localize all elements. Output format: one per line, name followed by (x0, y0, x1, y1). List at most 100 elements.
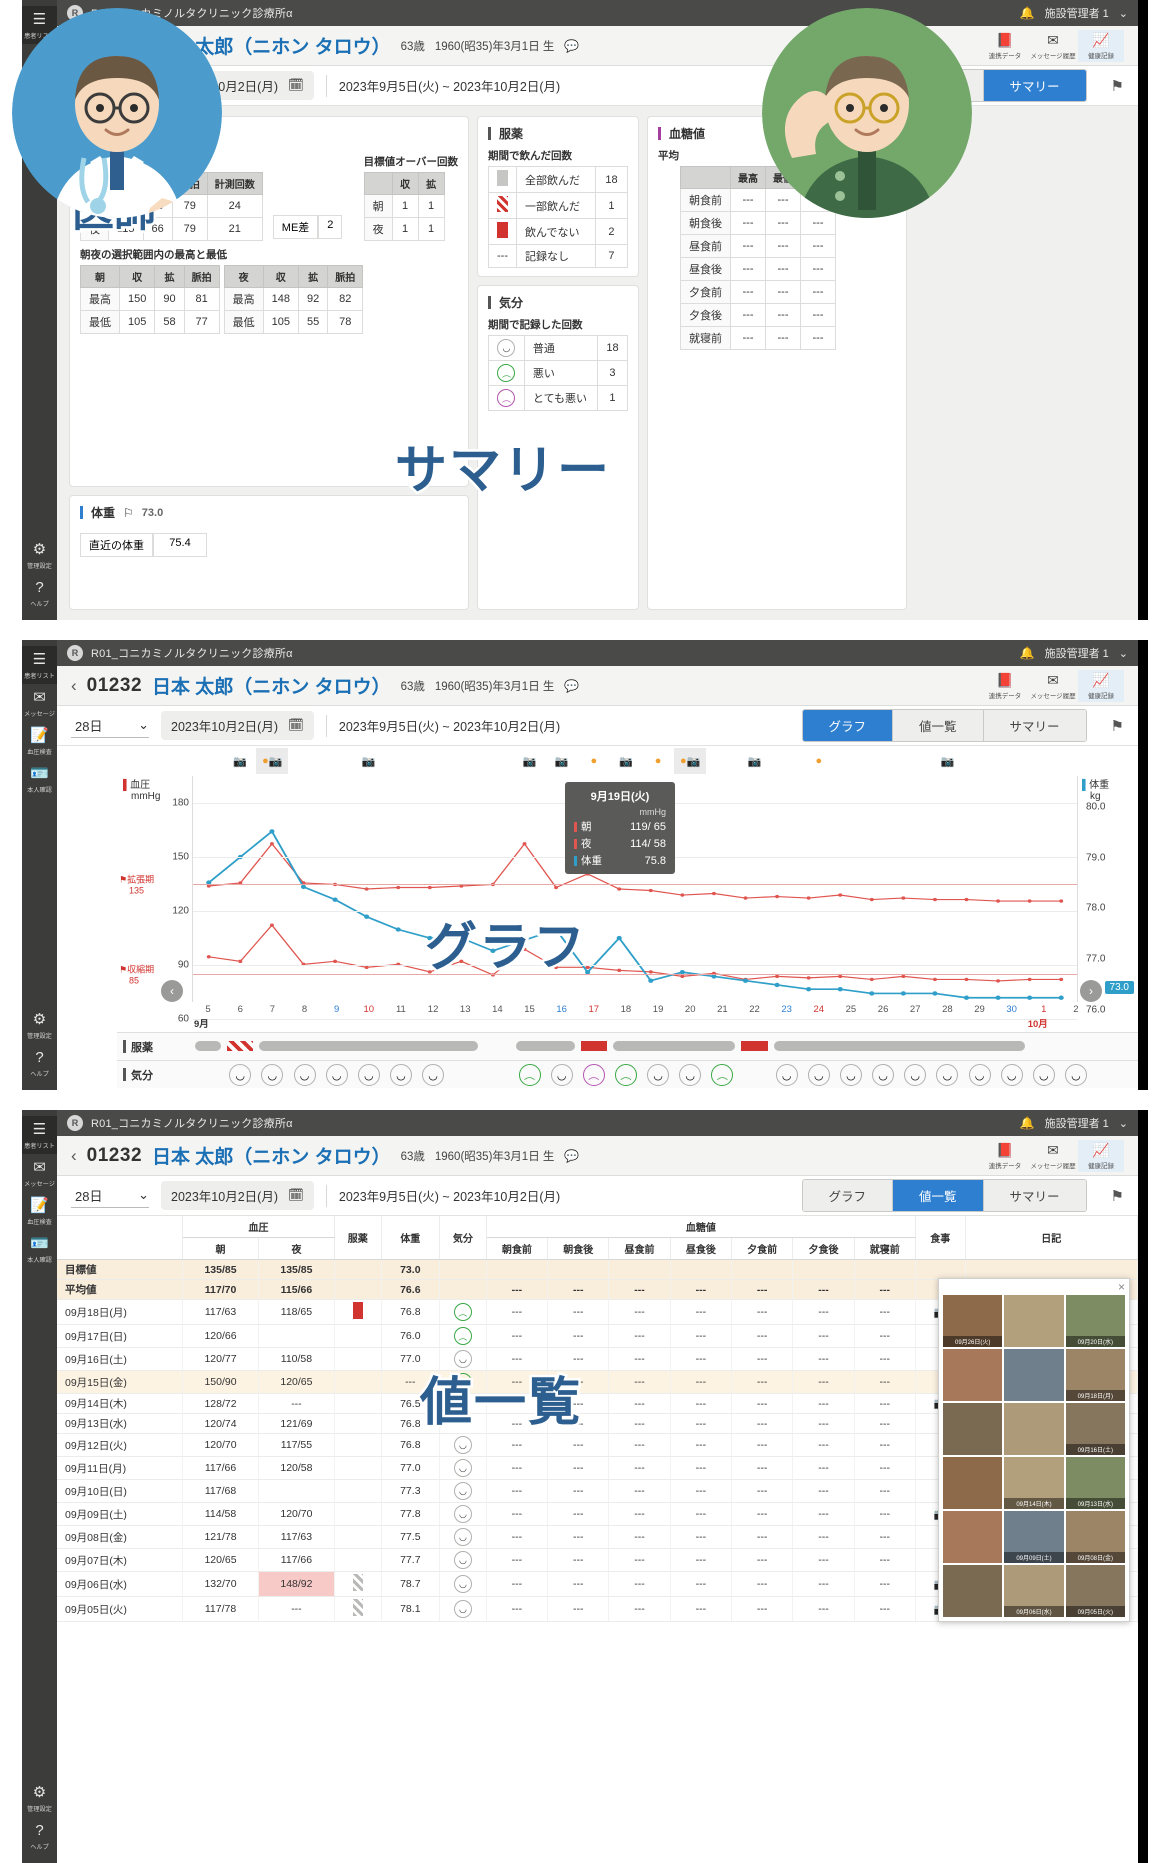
camera-marker-icon[interactable]: 📷 (522, 755, 537, 768)
photo-thumbnail[interactable] (943, 1565, 1003, 1617)
tab-summary[interactable]: サマリー (983, 70, 1086, 101)
memo-icon[interactable]: 💬 (564, 1148, 580, 1163)
camera-marker-icon[interactable]: ● 📷 (256, 748, 289, 774)
rail-item-messages[interactable]: ✉ メッセージ (22, 1154, 57, 1192)
tab-values[interactable]: 値一覧 (893, 710, 984, 741)
photo-thumbnail[interactable]: 09月13日(水) (1065, 1457, 1125, 1509)
prev-page-button[interactable]: ‹ (161, 980, 183, 1002)
rail-item-help[interactable]: ? ヘルプ (22, 1044, 57, 1082)
camera-marker-icon[interactable]: 📷 (940, 755, 955, 768)
photo-thumbnail[interactable]: 09月08日(金) (1065, 1511, 1125, 1563)
rail-item-messages[interactable]: ✉ メッセージ (22, 684, 57, 722)
rail-item-identity[interactable]: 🪪 本人確認 (22, 760, 57, 798)
chart-icon: 📈 (1092, 1141, 1110, 1158)
rail-item-help[interactable]: ? ヘルプ (22, 574, 57, 612)
back-button[interactable]: ‹ (71, 675, 77, 695)
rail-item-bp-exam[interactable]: 📝 血圧検査 (22, 1192, 57, 1230)
next-page-button[interactable]: › (1080, 980, 1102, 1002)
camera-marker-icon[interactable]: 📷 (233, 755, 248, 768)
tool-message-history[interactable]: ✉ メッセージ履歴 (1030, 30, 1076, 62)
tab-summary[interactable]: サマリー (983, 1180, 1086, 1211)
period-select[interactable]: 28日 ⌄ (71, 714, 149, 738)
me-difference: ME差 2 (272, 215, 343, 239)
rail-item-help[interactable]: ? ヘルプ (22, 1817, 57, 1855)
period-select[interactable]: 28日 ⌄ (71, 1184, 149, 1208)
date-picker[interactable]: 2023年10月2日(月) 🗓 (161, 1181, 314, 1210)
tab-summary[interactable]: サマリー (983, 710, 1086, 741)
photo-thumbnail[interactable]: 09月18日(月) (1065, 1349, 1125, 1401)
flag-settings-icon[interactable]: ⚑ (1110, 717, 1124, 735)
photo-thumbnail[interactable] (943, 1349, 1003, 1401)
photo-thumbnail[interactable] (1004, 1349, 1064, 1401)
flag-settings-icon[interactable]: ⚑ (1110, 1187, 1124, 1205)
memo-icon[interactable]: 💬 (564, 678, 580, 693)
td-mood: ︵ (439, 1370, 487, 1394)
tool-linked-data[interactable]: 📕 連携データ (982, 1140, 1028, 1172)
chevron-down-icon[interactable]: ⌄ (1118, 647, 1128, 660)
td-glu: --- (670, 1525, 732, 1549)
rail-item-patient-list[interactable]: ☰ 患者リスト (22, 1116, 57, 1154)
tool-health-record[interactable]: 📈 健康記録 (1078, 29, 1124, 62)
titlebar: R R01_コニカミノルタクリニック診療所α 🔔 施設管理者 1 ⌄ (57, 640, 1138, 666)
tool-linked-data[interactable]: 📕 連携データ (982, 30, 1028, 62)
memo-marker-icon[interactable]: ● (654, 755, 662, 767)
photo-thumbnail[interactable] (1004, 1403, 1064, 1455)
chevron-down-icon[interactable]: ⌄ (1118, 7, 1128, 20)
notification-bell-icon[interactable]: 🔔 (1019, 1116, 1035, 1130)
tool-message-history[interactable]: ✉ メッセージ履歴 (1030, 1140, 1076, 1172)
photo-thumbnail[interactable]: 09月14日(木) (1004, 1457, 1064, 1509)
tab-graph[interactable]: グラフ (802, 710, 894, 741)
photo-thumbnail[interactable]: 09月20日(水) (1065, 1295, 1125, 1347)
tool-health-record[interactable]: 📈 健康記録 (1078, 1139, 1124, 1172)
photo-thumbnail[interactable]: 09月06日(水) (1004, 1565, 1064, 1617)
camera-marker-icon[interactable]: 📷 (619, 755, 633, 768)
td-glu: --- (731, 1370, 794, 1394)
photo-thumbnail[interactable] (943, 1457, 1003, 1509)
rail-item-bp-exam[interactable]: 📝 血圧検査 (22, 722, 57, 760)
notification-bell-icon[interactable]: 🔔 (1019, 6, 1035, 20)
camera-marker-icon[interactable]: 📷 (554, 755, 569, 768)
x-tick: 12 (427, 1004, 439, 1015)
memo-marker-icon[interactable]: ● (815, 755, 823, 767)
tool-health-record[interactable]: 📈 健康記録 (1078, 669, 1124, 702)
close-icon[interactable]: × (1117, 1280, 1125, 1294)
photo-thumbnail[interactable]: 09月09日(土) (1004, 1511, 1064, 1563)
tab-graph[interactable]: グラフ (802, 1180, 894, 1211)
rail-item-patient-list[interactable]: ☰ 患者リスト (22, 646, 57, 684)
td-glu: --- (547, 1456, 610, 1480)
user-label[interactable]: 施設管理者 1 (1044, 1118, 1109, 1130)
tool-linked-data[interactable]: 📕 連携データ (982, 670, 1028, 702)
rail-item-admin-settings[interactable]: ⚙ 管理設定 (22, 1779, 57, 1817)
tab-values[interactable]: 値一覧 (893, 1180, 984, 1211)
camera-marker-icon[interactable]: 📷 (747, 755, 762, 768)
photo-thumbnail[interactable]: 09月05日(火) (1065, 1565, 1125, 1617)
back-button[interactable]: ‹ (71, 1145, 77, 1165)
rail-item-admin-settings[interactable]: ⚙ 管理設定 (22, 1006, 57, 1044)
memo-icon[interactable]: 💬 (564, 38, 580, 53)
td-glu: --- (792, 1347, 855, 1371)
divider (325, 714, 327, 737)
memo-marker-icon[interactable]: ● (590, 755, 598, 767)
photo-popup[interactable]: × 09月26日(火) 09月20日(水) 09月18日(月) 09月16日(土) 09… (938, 1278, 1130, 1622)
rail-item-admin-settings[interactable]: ⚙ 管理設定 (22, 536, 57, 574)
photo-thumbnail[interactable] (943, 1511, 1003, 1563)
photo-caption: 09月13日(水) (1065, 1498, 1125, 1509)
flag-settings-icon[interactable]: ⚑ (1110, 77, 1124, 95)
photo-thumbnail[interactable] (1004, 1295, 1064, 1347)
photo-thumbnail[interactable]: 09月26日(火) (943, 1295, 1003, 1347)
value-table-wrap[interactable]: 血圧 服薬 体重 気分 血糖値 食事 日記 朝夜 朝食前 朝食後 昼食前 昼食後 夕食前 夕食後 就寝前 目標… (57, 1216, 1138, 1863)
td-bp-am: 128/72 (182, 1393, 259, 1414)
camera-marker-icon[interactable]: 📷 (361, 755, 376, 768)
date-picker[interactable]: 2023年10月2日(月) 🗓 (161, 711, 314, 740)
th: 脈拍 (327, 265, 364, 288)
user-label[interactable]: 施設管理者 1 (1044, 8, 1109, 20)
rail-item-identity[interactable]: 🪪 本人確認 (22, 1230, 57, 1268)
user-label[interactable]: 施設管理者 1 (1044, 648, 1109, 660)
camera-marker-icon[interactable]: ● 📷 (674, 748, 707, 774)
x-tick: 16 (556, 1004, 567, 1015)
tool-message-history[interactable]: ✉ メッセージ履歴 (1030, 670, 1076, 702)
photo-thumbnail[interactable] (943, 1403, 1003, 1455)
notification-bell-icon[interactable]: 🔔 (1019, 646, 1035, 660)
chevron-down-icon[interactable]: ⌄ (1118, 1117, 1128, 1130)
photo-thumbnail[interactable]: 09月16日(土) (1065, 1403, 1125, 1455)
